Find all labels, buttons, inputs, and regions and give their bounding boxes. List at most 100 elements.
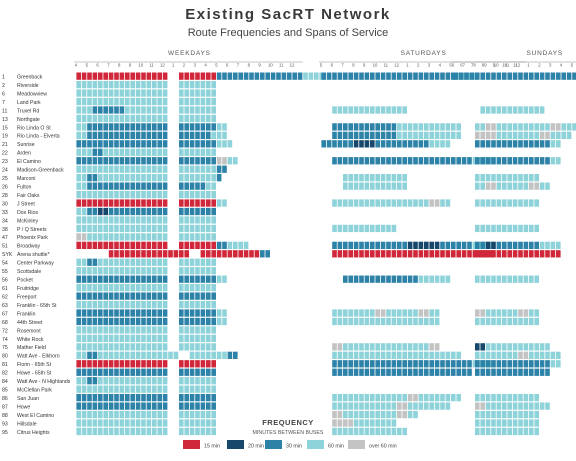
service-cell-60min [343, 224, 348, 233]
service-cell-30min [512, 72, 518, 80]
service-cell-30min [491, 368, 496, 376]
service-cell-30min [200, 182, 206, 190]
route-name: Citrus Heights [17, 430, 50, 436]
service-cell-15min [152, 241, 157, 249]
service-cell-30min [206, 157, 211, 165]
service-cell-15min [152, 72, 157, 80]
service-cell-60min [424, 343, 429, 351]
service-cell-15min [429, 250, 434, 258]
service-cell-60min [189, 267, 195, 275]
service-cell-60min [179, 80, 184, 89]
service-cell-30min [539, 140, 545, 148]
service-cell-60min [211, 326, 216, 334]
service-cell-30min [380, 140, 386, 148]
hour-tick-label: 6 [452, 63, 455, 68]
service-cell-30min [119, 106, 125, 114]
service-cell-60min [518, 317, 523, 326]
service-cell-ovrmin [485, 123, 491, 131]
service-cell-15min [184, 241, 189, 249]
service-cell-30min [200, 207, 206, 216]
service-cell-60min [529, 427, 534, 436]
service-cell-ovrmin [523, 351, 529, 359]
service-cell-60min [162, 258, 168, 266]
service-cell-60min [539, 241, 545, 249]
service-cell-ovrmin [402, 410, 407, 419]
service-cell-60min [108, 300, 114, 309]
service-cell-60min [353, 199, 359, 207]
service-cell-60min [189, 233, 195, 241]
service-cell-60min [189, 419, 195, 427]
service-cell-60min [353, 224, 359, 233]
service-cell-30min [98, 131, 103, 140]
service-cell-60min [475, 199, 480, 207]
service-cell-60min [364, 182, 370, 190]
service-cell-60min [440, 140, 445, 148]
service-cell-15min [130, 250, 135, 258]
service-cell-30min [211, 207, 216, 216]
service-cell-ovrmin [402, 402, 407, 410]
service-cell-60min [146, 385, 152, 393]
service-cell-30min [103, 106, 108, 114]
service-cell-30min [179, 368, 184, 376]
service-cell-60min [81, 326, 87, 334]
route-number: 19 [2, 134, 8, 140]
service-cell-15min [332, 250, 337, 258]
service-cell-30min [76, 157, 81, 165]
service-cell-ovrmin [424, 309, 429, 317]
service-cell-60min [76, 148, 81, 156]
service-cell-ovrmin [418, 309, 424, 317]
route-number: 13 [2, 117, 8, 123]
service-cell-60min [529, 131, 534, 140]
service-cell-60min [534, 106, 539, 114]
service-cell-60min [467, 72, 472, 80]
service-cell-60min [375, 174, 380, 182]
service-cell-60min [76, 419, 81, 427]
service-cell-30min [566, 72, 572, 80]
service-cell-60min [135, 216, 141, 224]
service-cell-30min [480, 368, 485, 376]
service-cell-30min [184, 317, 189, 326]
service-cell-60min [200, 106, 206, 114]
service-cell-30min [451, 368, 456, 376]
hour-tick-label: 4 [75, 63, 78, 68]
service-cell-15min [141, 250, 146, 258]
service-cell-20min [475, 343, 480, 351]
service-cell-30min [523, 368, 529, 376]
service-cell-30min [475, 72, 480, 80]
service-cell-60min [146, 300, 152, 309]
service-cell-60min [413, 351, 418, 359]
service-cell-30min [485, 140, 491, 148]
service-cell-30min [332, 131, 337, 140]
service-cell-60min [135, 258, 141, 266]
service-cell-30min [114, 106, 119, 114]
service-cell-60min [539, 182, 545, 190]
service-cell-30min [119, 182, 125, 190]
service-cell-60min [407, 410, 413, 419]
service-cell-15min [380, 250, 386, 258]
service-cell-60min [162, 224, 168, 233]
service-cell-30min [162, 393, 168, 402]
service-cell-60min [200, 377, 206, 385]
service-cell-30min [451, 360, 456, 368]
service-cell-60min [200, 148, 206, 156]
service-cell-30min [98, 148, 103, 156]
route-name: Madison-Greenback [17, 168, 64, 174]
service-cell-60min [152, 267, 157, 275]
service-cell-30min [337, 140, 343, 148]
service-cell-60min [76, 267, 81, 275]
service-cell-30min [152, 309, 157, 317]
service-cell-30min [87, 123, 92, 131]
service-cell-15min [211, 360, 216, 368]
service-cell-15min [200, 360, 206, 368]
service-cell-60min [402, 199, 407, 207]
service-cell-30min [211, 275, 216, 283]
service-cell-30min [157, 368, 162, 376]
service-cell-60min [114, 351, 119, 359]
service-cell-60min [507, 224, 512, 233]
service-cell-ovrmin [332, 343, 337, 351]
service-cell-30min [184, 275, 189, 283]
service-cell-60min [162, 343, 168, 351]
service-cell-60min [391, 317, 397, 326]
service-cell-30min [364, 157, 370, 165]
service-cell-60min [152, 284, 157, 292]
